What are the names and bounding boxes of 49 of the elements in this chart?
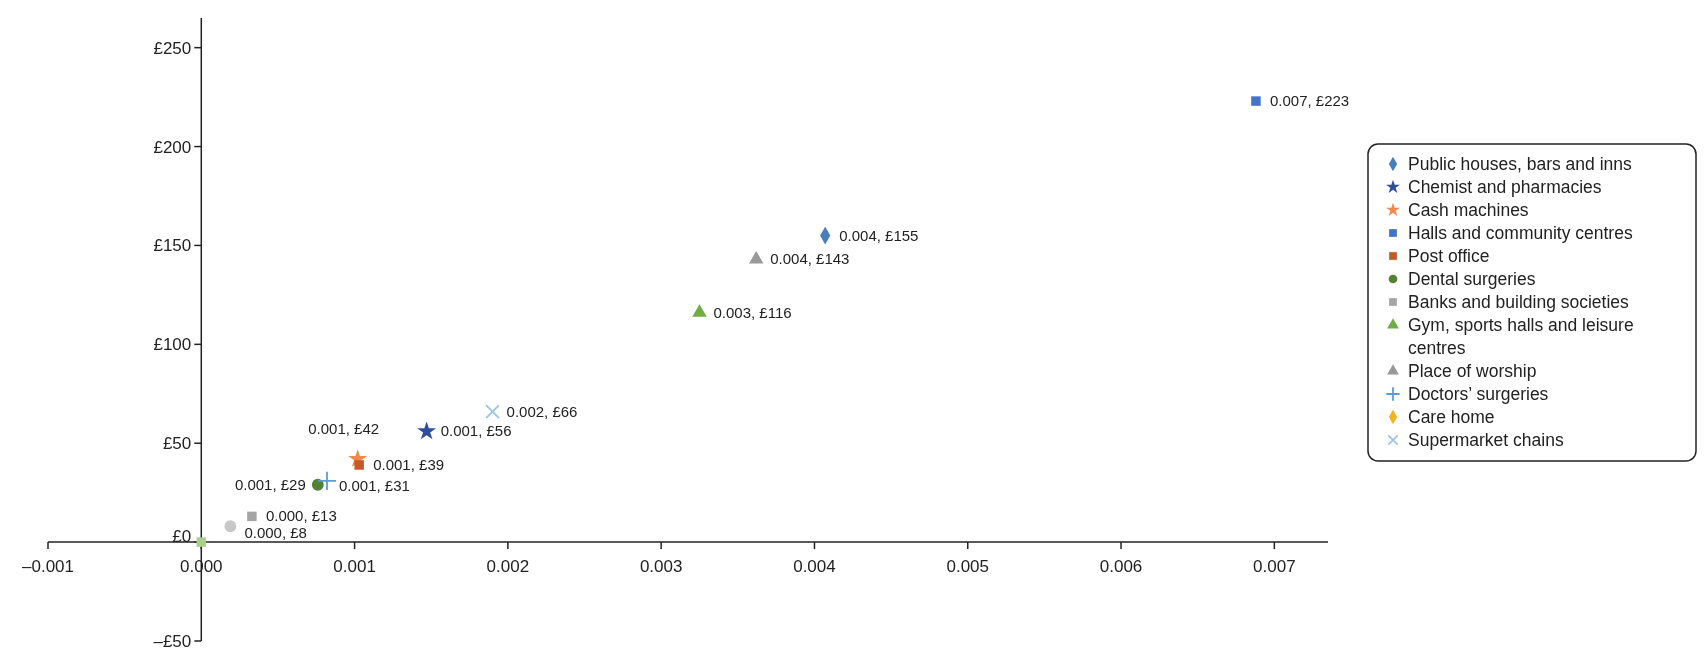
legend-label: Gym, sports halls and leisure centres: [1408, 315, 1634, 358]
legend-label: Doctors’ surgeries: [1408, 384, 1549, 404]
legend-label: Post office: [1408, 246, 1490, 266]
point: [196, 537, 207, 547]
legend-label: Cash machines: [1408, 200, 1529, 220]
x-tick-label: 0.001: [333, 557, 376, 577]
legend-label: Supermarket chains: [1408, 430, 1564, 450]
point: [224, 520, 237, 533]
y-tick-label: £100: [153, 335, 192, 355]
data-label: 0.001, £29: [234, 475, 306, 493]
legend-label: Public houses, bars and inns: [1408, 154, 1632, 174]
legend-label: Chemist and pharmacies: [1408, 177, 1602, 197]
point: [354, 460, 364, 470]
y-tick-label: £250: [153, 38, 192, 58]
legend-label: Dental surgeries: [1408, 269, 1536, 289]
point: [485, 404, 500, 419]
y-tick-label: –£50: [153, 632, 192, 651]
data-label: 0.001, £42: [308, 420, 380, 438]
y-tick-label: £50: [162, 434, 192, 454]
data-label: 0.004, £155: [839, 226, 919, 244]
x-tick-label: 0.004: [793, 557, 836, 577]
x-tick-label: 0.006: [1099, 557, 1143, 577]
x-tick-label: 0.002: [486, 557, 530, 577]
legend-label: Halls and community centres: [1408, 223, 1633, 243]
data-label: 0.003, £116: [713, 303, 792, 321]
point: [692, 304, 707, 317]
data-label: 0.004, £143: [770, 250, 850, 268]
x-tick-label: –0.001: [22, 557, 74, 577]
point: [417, 421, 437, 440]
data-label: 0.001, £39: [373, 455, 445, 473]
data-label: 0.002, £66: [506, 402, 578, 420]
y-tick-label: £150: [153, 236, 192, 256]
data-label: 0.007, £223: [1269, 92, 1350, 110]
data-label: 0.000, £13: [265, 507, 337, 525]
legend-label: Place of worship: [1408, 361, 1537, 381]
data-label: 0.000, £8: [244, 524, 307, 542]
x-tick-label: 0.005: [946, 557, 990, 577]
data-label: 0.001, £31: [338, 476, 410, 494]
x-tick-label: 0.007: [1253, 557, 1296, 577]
data-label: 0.001, £56: [440, 422, 512, 440]
x-tick-label: 0.003: [639, 557, 683, 577]
point: [317, 470, 337, 491]
point: [311, 478, 324, 491]
legend-label: Care home: [1408, 407, 1495, 427]
point: [1251, 96, 1261, 106]
y-tick-label: £200: [153, 137, 192, 157]
point: [247, 511, 257, 522]
legend-label: Banks and building societies: [1408, 292, 1630, 312]
point: [749, 250, 764, 264]
